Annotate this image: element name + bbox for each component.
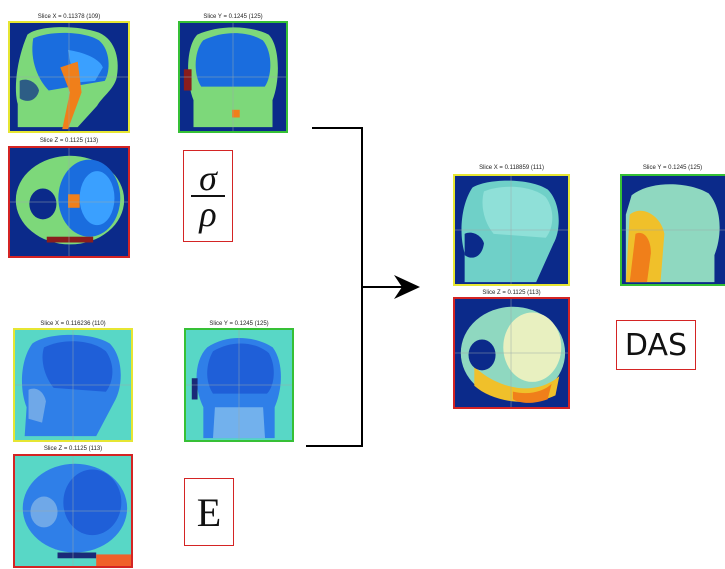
slice-x-caption: Slice X = 0.11378 (109) <box>37 14 101 20</box>
slice-x-caption: Slice X = 0.118859 (111) <box>479 165 544 171</box>
sigma-rho-slice-x-image <box>8 21 130 133</box>
sigma-rho-slice-y-image <box>178 21 288 133</box>
das-slice-z-image <box>453 297 570 409</box>
das-label-text: DAS <box>624 327 688 363</box>
sigma-symbol: σ <box>199 158 217 198</box>
slice-z-caption: Slice Z = 0.1125 (113) <box>482 290 541 296</box>
slice-y-caption: Slice Y = 0.1245 (125) <box>642 165 703 171</box>
top-bracket-line <box>306 127 363 447</box>
arrow-head-icon <box>394 275 420 299</box>
sigma-over-rho-label: σ ρ <box>183 150 233 242</box>
slice-y-caption: Slice Y = 0.1245 (125) <box>203 14 263 20</box>
elastic-slice-x-image <box>13 328 133 442</box>
das-label: DAS <box>616 320 696 370</box>
elastic-slice-y-image <box>184 328 294 442</box>
slice-z-caption: Slice Z = 0.1125 (113) <box>39 138 99 144</box>
fraction-bar <box>191 195 225 197</box>
sigma-rho-slice-z-image <box>8 146 130 258</box>
elastic-slice-z-image <box>13 454 133 568</box>
slice-x-caption: Slice X = 0.116236 (110) <box>40 321 106 327</box>
slice-z-caption: Slice Z = 0.1125 (113) <box>43 446 103 452</box>
e-label-text: E <box>196 489 222 535</box>
rho-symbol: ρ <box>199 194 217 234</box>
das-slice-y-image <box>620 174 725 286</box>
e-label: E <box>184 478 234 546</box>
das-slice-x-image <box>453 174 570 286</box>
slice-y-caption: Slice Y = 0.1245 (125) <box>209 321 269 327</box>
